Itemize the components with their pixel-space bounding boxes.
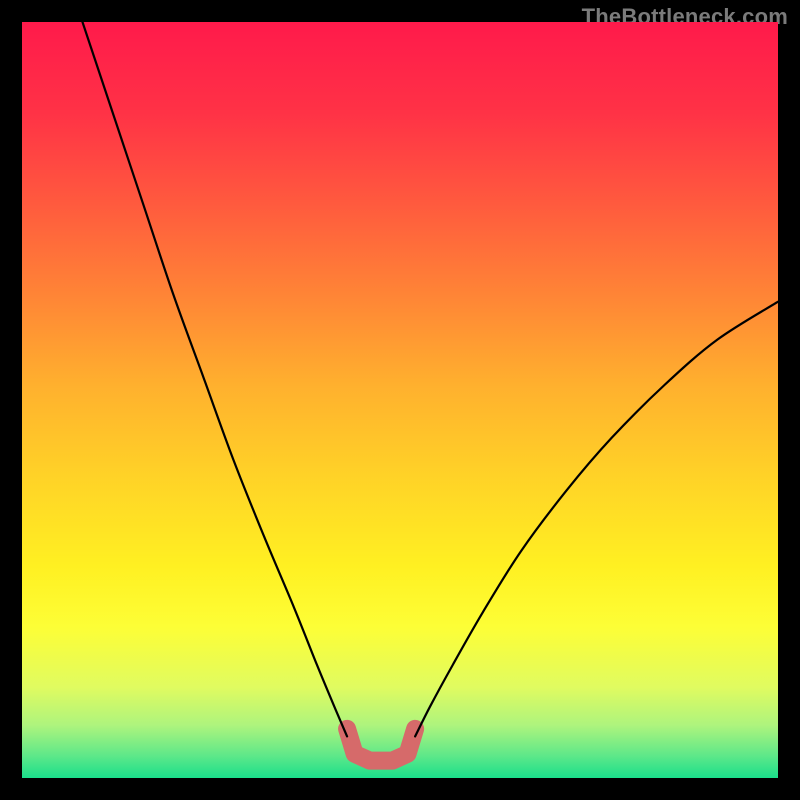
plot-svg (22, 22, 778, 778)
plot-area (22, 22, 778, 778)
chart-frame: TheBottleneck.com (0, 0, 800, 800)
gradient-background (22, 22, 778, 778)
